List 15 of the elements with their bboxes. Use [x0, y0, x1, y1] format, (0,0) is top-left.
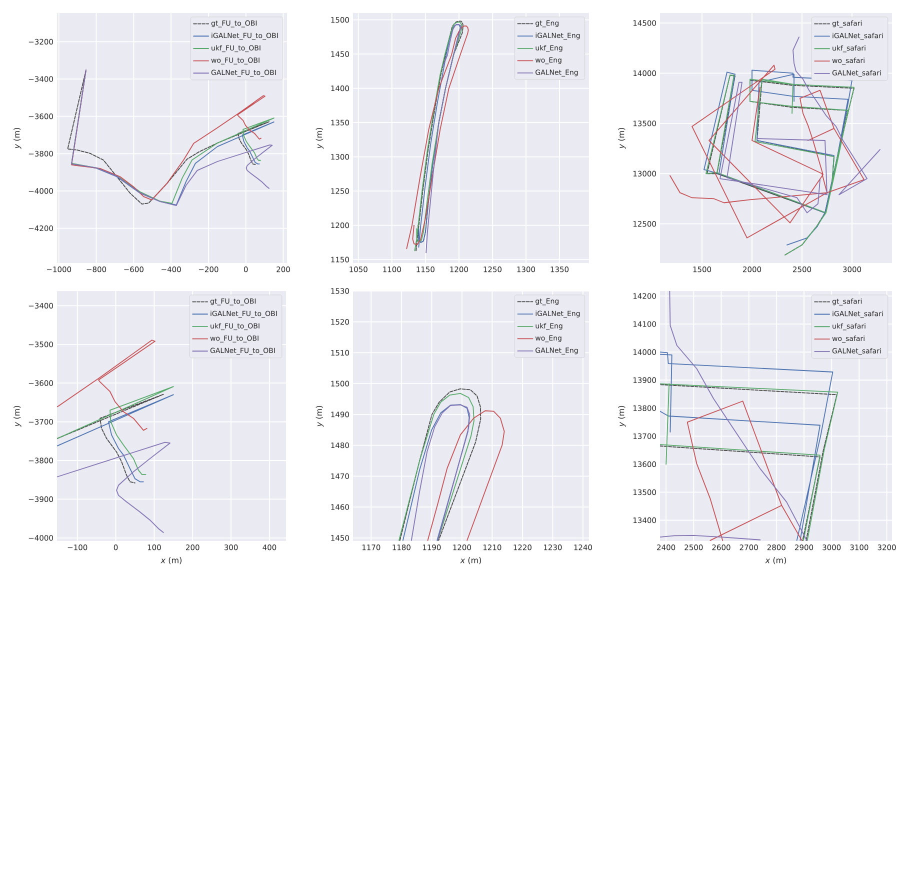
- y-axis-title: y (m): [316, 128, 324, 149]
- y-axis-title: y (m): [618, 406, 626, 427]
- line-series: [57, 386, 174, 475]
- y-axis-title: y (m): [14, 128, 22, 149]
- line-series: [57, 340, 156, 431]
- y-axis-title: y (m): [618, 128, 626, 149]
- x-axis-title: x (m): [160, 557, 182, 564]
- y-axis-title: y (m): [14, 406, 22, 427]
- line-series: [686, 400, 802, 541]
- x-axis-title: x (m): [460, 557, 482, 564]
- line-series: [427, 410, 505, 541]
- x-axis-title: x (m): [765, 557, 786, 564]
- y-axis-title: y (m): [316, 406, 324, 427]
- line-series: [426, 24, 462, 254]
- line-series: [57, 442, 170, 533]
